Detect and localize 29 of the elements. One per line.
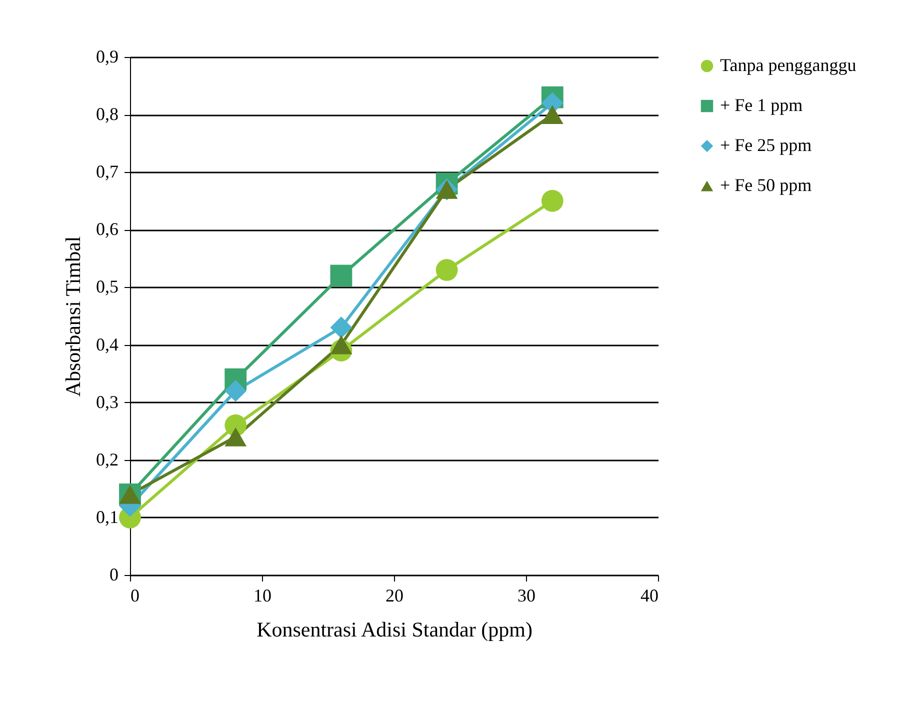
- point: [330, 316, 352, 338]
- y-tick-label: 0,5: [96, 276, 118, 297]
- x-tick-label: 20: [386, 586, 404, 606]
- y-tick-label: 0: [110, 564, 118, 584]
- y-tick-label: 0,2: [96, 449, 118, 470]
- point: [330, 335, 352, 354]
- point: [541, 105, 564, 124]
- x-tick-label: 30: [518, 586, 536, 606]
- point: [224, 380, 247, 402]
- legend-label: + Fe 50 ppm: [720, 175, 812, 195]
- y-tick-label: 0,9: [96, 46, 118, 66]
- legend-label: Tanpa pengganggu: [720, 55, 856, 75]
- point: [330, 264, 352, 287]
- y-tick-label: 0,6: [96, 219, 118, 240]
- y-tick-label: 0,1: [96, 506, 118, 527]
- legend-label: + Fe 1 ppm: [720, 95, 803, 115]
- y-axis-title: Absorbansi Timbal: [61, 236, 85, 397]
- x-tick-label: 10: [254, 586, 272, 606]
- x-tick-label: 0: [130, 586, 140, 606]
- x-tick-label: 40: [640, 586, 658, 606]
- point: [224, 427, 247, 446]
- y-tick-label: 0,4: [96, 334, 118, 354]
- x-axis-title: Konsentrasi Adisi Standar (ppm): [256, 618, 532, 642]
- legend-label: + Fe 25 ppm: [720, 135, 812, 155]
- point: [541, 190, 564, 212]
- y-tick-label: 0,8: [96, 104, 118, 124]
- point: [436, 259, 458, 281]
- y-tick-label: 0,7: [96, 162, 118, 182]
- y-tick-label: 0,3: [96, 392, 118, 412]
